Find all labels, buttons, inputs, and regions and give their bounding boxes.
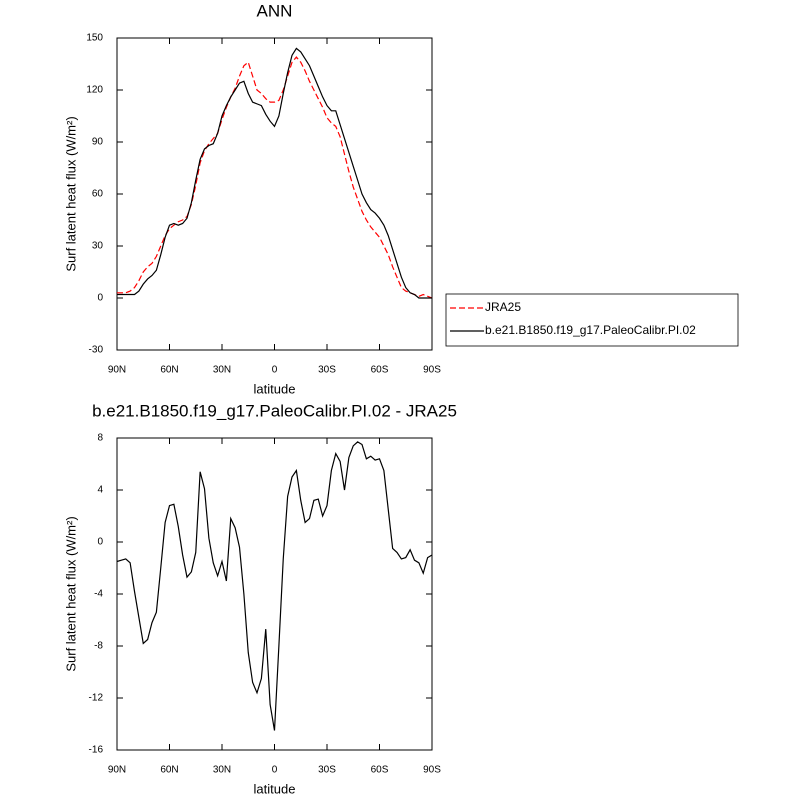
y-tick-label: 90 [92,137,104,148]
y-tick-label: 60 [92,189,104,200]
plot-frame [116,437,433,751]
plot-frame [116,37,433,351]
x-axis-label: latitude [254,781,296,796]
data-line [117,47,432,299]
data-line [117,56,433,299]
y-tick-label: -12 [89,693,104,704]
x-tick-label: 90N [108,765,126,776]
x-tick-label: 60S [371,765,389,776]
x-tick-label: 0 [272,765,278,776]
y-axis-label: Surf latent heat flux (W/m²) [63,516,78,671]
y-tick-label: 0 [97,537,103,548]
y-tick-label: 4 [97,485,103,496]
y-tick-label: 120 [86,85,103,96]
x-tick-label: 0 [272,365,278,376]
y-tick-label: 30 [92,241,104,252]
chart-title: ANN [257,1,293,20]
x-tick-label: 60N [160,765,178,776]
y-tick-label: -8 [94,641,103,652]
x-tick-label: 30N [213,765,231,776]
legend-label: b.e21.B1850.f19_g17.PaleoCalibr.PI.02 [485,323,696,337]
y-tick-label: 150 [86,33,103,44]
x-tick-label: 60S [371,365,389,376]
chart-title: b.e21.B1850.f19_g17.PaleoCalibr.PI.02 - … [92,401,457,420]
x-tick-label: 90S [423,765,441,776]
legend-label: JRA25 [485,300,521,314]
x-axis-label: latitude [254,381,296,396]
y-tick-label: -4 [94,589,103,600]
legend-box [445,293,739,347]
y-tick-label: -16 [89,745,104,756]
y-tick-label: 0 [97,293,103,304]
x-tick-label: 90S [423,365,441,376]
y-axis-label: Surf latent heat flux (W/m²) [63,116,78,271]
y-tick-label: -30 [89,345,104,356]
data-line [116,441,433,731]
x-tick-label: 30S [318,365,336,376]
y-tick-label: 8 [97,433,103,444]
x-tick-label: 30S [318,765,336,776]
x-tick-label: 60N [160,365,178,376]
x-tick-label: 90N [108,365,126,376]
x-tick-label: 30N [213,365,231,376]
